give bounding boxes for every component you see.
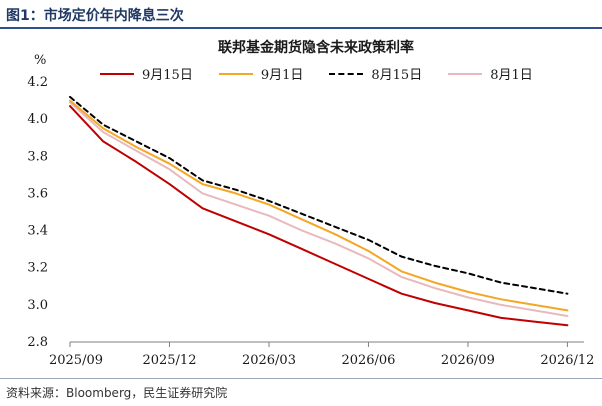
legend-label: 9月15日 (142, 68, 193, 83)
title-divider (0, 27, 602, 29)
x-tick-label: 2026/09 (441, 353, 495, 368)
legend-swatch (448, 72, 483, 75)
figure-title: 图1：市场定价年内降息三次 (6, 8, 184, 24)
legend-label: 8月15日 (371, 68, 423, 83)
source-note: 资料来源：Bloomberg，民生证券研究院 (6, 386, 228, 400)
line-chart: 联邦基金期货隐含未来政策利率 % 2.8 3.0 3.2 3.4 3.6 3.8 4.0 4.… (27, 39, 594, 368)
chart-legend: 9月15日 9月1日 8月15日 8月1日 (100, 64, 533, 83)
y-tick-label: 3.6 (27, 186, 48, 201)
x-tick-label: 2025/09 (49, 353, 103, 368)
legend-item: 8月1日 (448, 64, 533, 83)
legend-swatch (100, 72, 134, 75)
y-tick-label: 3.4 (27, 224, 48, 239)
chart-title: 联邦基金期货隐含未来政策利率 (218, 39, 414, 56)
y-tick-label: 2.8 (27, 335, 48, 350)
x-tick-label: 2026/03 (242, 353, 296, 368)
y-tick-label: 4.2 (27, 75, 48, 90)
source-divider (0, 378, 602, 379)
x-tick-label: 2026/12 (540, 353, 594, 368)
y-tick-label: 3.2 (27, 261, 48, 276)
legend-label: 8月1日 (490, 68, 533, 83)
series-line (69, 95, 569, 295)
legend-swatch (218, 72, 253, 75)
legend-item: 9月15日 (100, 64, 193, 83)
legend-swatch (329, 72, 364, 75)
x-tick-label: 2025/12 (142, 353, 196, 368)
y-axis-unit-label: % (34, 53, 46, 68)
legend-item: 8月15日 (329, 64, 422, 83)
series-line (69, 105, 569, 327)
series-line (69, 101, 569, 317)
axes-group: 2.8 3.0 3.2 3.4 3.6 3.8 4.0 4.2 2025/09 2025/12 20… (27, 75, 594, 368)
y-tick-label: 4.0 (27, 112, 48, 127)
y-tick-label: 3.8 (27, 149, 48, 164)
y-tick-label: 3.0 (27, 298, 48, 313)
legend-label: 9月1日 (260, 68, 304, 83)
legend-item: 9月1日 (218, 64, 304, 83)
series-group (69, 95, 569, 327)
series-line (69, 99, 569, 312)
x-tick-label: 2026/06 (341, 353, 395, 368)
